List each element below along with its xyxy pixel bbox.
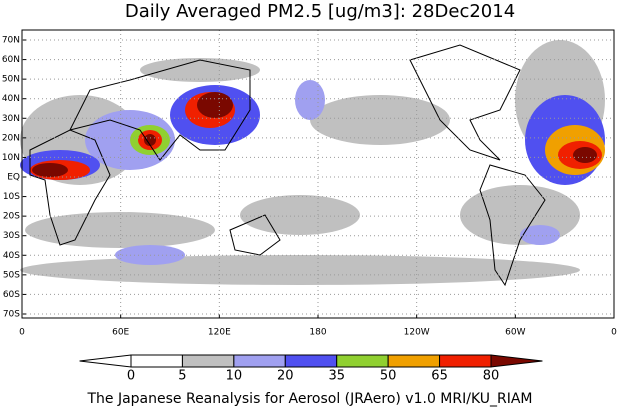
lat-label: 50S <box>3 270 20 280</box>
lat-label: 20N <box>2 133 20 143</box>
lat-label: 50N <box>2 75 20 85</box>
lon-label: 0 <box>19 328 25 338</box>
lon-label: 120E <box>208 328 231 338</box>
lat-label: 70S <box>3 309 20 319</box>
colorbar-segment <box>181 354 235 368</box>
lat-label: 20S <box>3 212 20 222</box>
colorbar-segment <box>233 354 286 368</box>
lat-label: 40N <box>2 94 20 104</box>
lat-label: 60S <box>3 290 20 300</box>
colorbar-tick-label: 20 <box>277 369 294 384</box>
coastlines <box>29 44 546 287</box>
colorbar-segment <box>284 354 338 368</box>
field <box>20 40 605 285</box>
colorbar-segment <box>130 354 183 368</box>
colorbar-segment <box>439 354 492 368</box>
lon-label: 60W <box>505 328 525 338</box>
map <box>20 30 614 318</box>
colorbar-tick-label: 80 <box>483 369 500 384</box>
colorbar-arrow-high <box>490 354 543 368</box>
lat-label: 30N <box>2 114 20 124</box>
footer: The Japanese Reanalysis for Aerosol (JRA… <box>86 391 532 407</box>
lon-label: 120W <box>404 328 430 338</box>
lon-label: 0 <box>611 328 617 338</box>
colorbar-segment <box>387 354 441 368</box>
lat-label: EQ <box>7 173 20 183</box>
colorbar-tick-label: 10 <box>226 369 243 384</box>
lat-label: 30S <box>3 231 20 241</box>
lat-label: 60N <box>2 55 20 65</box>
colorbar-arrow-low <box>79 354 132 368</box>
colorbar-tick-label: 35 <box>328 369 345 384</box>
lat-label: 10S <box>3 192 20 202</box>
lat-label: 40S <box>3 251 20 261</box>
colorbar-tick-label: 50 <box>380 369 397 384</box>
colorbar-segment <box>336 354 389 368</box>
title: Daily Averaged PM2.5 [ug/m3]: 28Dec2014 <box>125 1 515 22</box>
colorbar-tick-label: 65 <box>431 369 448 384</box>
lat-label: 70N <box>2 36 20 46</box>
lon-label: 60E <box>112 328 129 338</box>
lat-label: 10N <box>2 153 20 163</box>
colorbar-tick-label: 0 <box>127 369 135 384</box>
map-frame <box>21 29 615 319</box>
lon-label: 180 <box>309 328 326 338</box>
colorbar-tick-label: 5 <box>178 369 186 384</box>
